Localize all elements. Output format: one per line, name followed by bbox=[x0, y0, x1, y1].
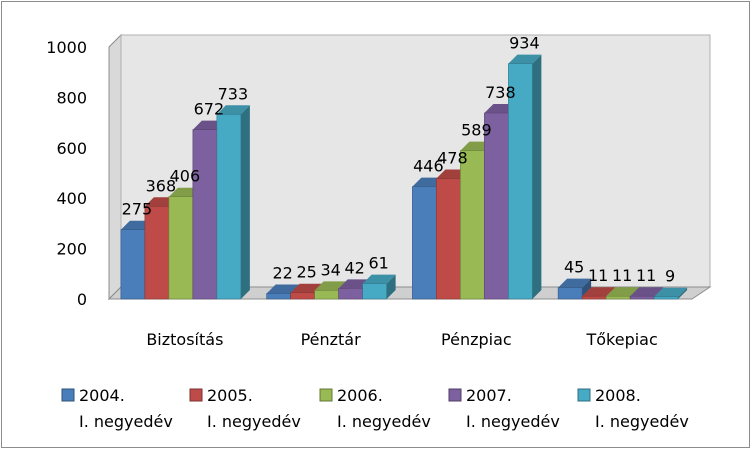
legend: 2004. I. negyedév 2005. I. negyedév 2006. I. … bbox=[61, 386, 689, 431]
data-label: 478 bbox=[437, 149, 468, 168]
legend-label-line1: 2006. bbox=[337, 386, 383, 405]
bar-top bbox=[582, 287, 616, 297]
bar-front bbox=[362, 283, 387, 300]
data-label: 934 bbox=[509, 34, 540, 53]
data-label: 25 bbox=[296, 263, 316, 282]
data-label: 738 bbox=[485, 83, 516, 102]
bars bbox=[120, 54, 688, 300]
bar-front bbox=[653, 296, 679, 300]
category-label: Tőkepiac bbox=[585, 330, 657, 349]
bar-front bbox=[581, 295, 607, 300]
category-label: Biztosítás bbox=[146, 330, 223, 349]
legend-item: 2005. I. negyedév bbox=[189, 386, 301, 431]
legend-swatch bbox=[189, 388, 203, 402]
data-label: 11 bbox=[588, 266, 608, 285]
legend-swatch bbox=[319, 388, 333, 402]
bar-front bbox=[192, 129, 218, 300]
legend-label-line2: I. negyedév bbox=[79, 412, 173, 431]
legend-item: 2007. I. negyedév bbox=[448, 386, 560, 431]
y-tick-label: 200 bbox=[56, 240, 87, 259]
bar-front bbox=[216, 113, 242, 300]
data-label: 406 bbox=[170, 167, 201, 186]
y-axis: 0 200 400 600 800 1000 bbox=[46, 38, 87, 309]
legend-swatch bbox=[448, 388, 462, 402]
bar-front bbox=[314, 290, 339, 300]
bar-top bbox=[558, 278, 592, 288]
legend-label-line2: I. negyedév bbox=[595, 412, 689, 431]
data-label: 368 bbox=[146, 176, 177, 195]
legend-swatch bbox=[577, 388, 591, 402]
bar-top bbox=[216, 105, 250, 115]
side-wall bbox=[108, 33, 122, 301]
data-label: 61 bbox=[368, 254, 388, 273]
legend-item: 2004. I. negyedév bbox=[61, 386, 173, 431]
data-label: 45 bbox=[564, 258, 584, 277]
bar-front bbox=[605, 295, 631, 300]
bar-front bbox=[290, 292, 315, 300]
data-label: 446 bbox=[413, 157, 444, 176]
data-label: 22 bbox=[272, 263, 292, 282]
y-tick-label: 600 bbox=[56, 139, 87, 158]
bar bbox=[216, 105, 250, 300]
bar-top bbox=[508, 54, 542, 64]
bar-front bbox=[629, 295, 655, 300]
data-label: 9 bbox=[665, 267, 675, 286]
bar-top bbox=[630, 287, 664, 297]
legend-label-line1: 2008. bbox=[595, 386, 641, 405]
legend-label-line1: 2005. bbox=[207, 386, 253, 405]
bar-front bbox=[484, 112, 509, 300]
y-tick-label: 800 bbox=[56, 88, 87, 107]
legend-label-line2: I. negyedév bbox=[466, 412, 560, 431]
data-label: 34 bbox=[320, 260, 340, 279]
bar-side bbox=[240, 105, 250, 299]
bar bbox=[557, 278, 592, 300]
bar-front bbox=[168, 196, 194, 300]
bar-top bbox=[362, 274, 396, 284]
bar-front bbox=[436, 178, 461, 300]
legend-label-line2: I. negyedév bbox=[337, 412, 431, 431]
category-label: Pénzpiac bbox=[441, 330, 512, 349]
bar-front bbox=[508, 63, 533, 300]
data-label: 275 bbox=[122, 200, 153, 219]
legend-label-line2: I. negyedév bbox=[207, 412, 301, 431]
bar bbox=[653, 287, 688, 300]
legend-item: 2006. I. negyedév bbox=[319, 386, 431, 431]
bar-side bbox=[532, 54, 542, 299]
bar-top bbox=[606, 287, 640, 297]
bar-front bbox=[266, 293, 291, 300]
bar-front bbox=[338, 288, 363, 300]
bar-front bbox=[412, 186, 437, 300]
bar bbox=[362, 274, 396, 300]
legend-swatch bbox=[61, 388, 75, 402]
data-label: 733 bbox=[218, 84, 249, 103]
legend-item: 2008. I. negyedév bbox=[577, 386, 689, 431]
category-labels: Biztosítás Pénztár Pénzpiac Tőkepiac bbox=[146, 330, 657, 349]
y-tick-label: 400 bbox=[56, 189, 87, 208]
bar-front bbox=[460, 150, 485, 300]
legend-label-line1: 2004. bbox=[79, 386, 125, 405]
bar-side bbox=[678, 287, 688, 299]
category-label: Pénztár bbox=[301, 330, 362, 349]
bar-front bbox=[120, 229, 146, 300]
bar bbox=[508, 54, 542, 300]
data-label: 589 bbox=[461, 121, 492, 140]
bar-side bbox=[582, 278, 592, 299]
data-label: 42 bbox=[344, 258, 364, 277]
legend-label-line1: 2007. bbox=[466, 386, 512, 405]
data-label: 11 bbox=[612, 266, 632, 285]
bar-top bbox=[266, 284, 300, 294]
bar-front bbox=[144, 205, 170, 300]
data-label: 11 bbox=[636, 266, 656, 285]
y-tick-label: 1000 bbox=[46, 38, 87, 57]
bar-top bbox=[654, 287, 688, 297]
bar-side bbox=[386, 274, 396, 299]
data-label: 672 bbox=[194, 100, 225, 119]
bar-front bbox=[557, 287, 583, 300]
y-tick-label: 0 bbox=[77, 290, 87, 309]
